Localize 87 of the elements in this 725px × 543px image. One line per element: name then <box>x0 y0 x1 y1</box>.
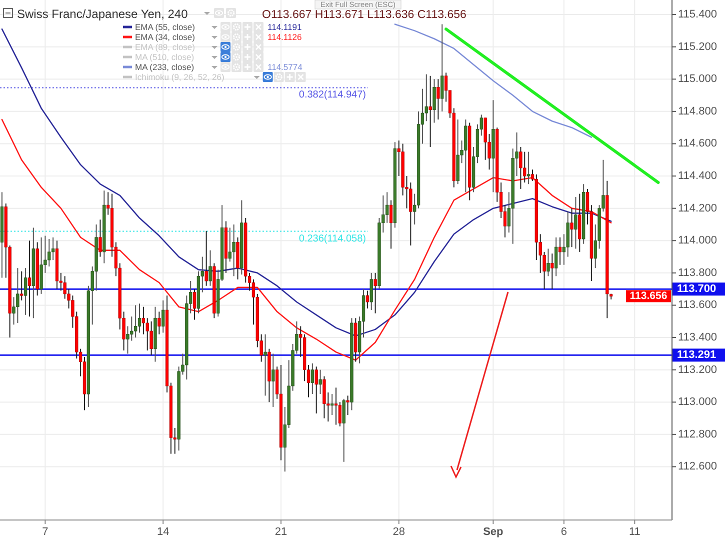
candlestick <box>389 200 393 250</box>
line-series <box>394 24 592 138</box>
y-tick-label: 115.000 <box>678 73 717 86</box>
y-tick-label: 115.200 <box>678 40 717 53</box>
annotation: 114.5774 <box>268 62 303 72</box>
text: O113.667 H113.671 L113.636 C113.656 <box>262 9 466 21</box>
candlestick <box>158 311 161 335</box>
candlestick <box>374 272 377 314</box>
x-tick-label: 11 <box>628 526 640 538</box>
candlestick <box>366 290 370 309</box>
y-tick-label: 115.400 <box>678 8 717 21</box>
y-tick-label: 113.200 <box>678 364 717 376</box>
y-tick-label: 112.800 <box>678 428 717 440</box>
candlestick <box>98 219 102 258</box>
candlestick <box>51 236 55 260</box>
legend-label: MA (510, close) <box>135 52 194 62</box>
y-tick-label: 112.600 <box>678 460 717 473</box>
annotation: 114.1126 <box>268 32 302 42</box>
ref-line-label: 0.236(114.058) <box>298 233 366 244</box>
annotation: 114.1191 <box>268 22 302 32</box>
candlestick <box>228 227 232 262</box>
ref-line-label: 113.700 <box>677 283 716 296</box>
candlestick <box>554 236 558 277</box>
text: Swiss Franc/Japanese Yen, 240 <box>17 7 188 21</box>
legend-label: EMA (89, close) <box>135 42 196 52</box>
y-tick-label: 114.200 <box>678 202 717 214</box>
candlestick <box>558 236 562 266</box>
candlestick <box>519 146 522 190</box>
candlestick <box>192 288 196 320</box>
candlestick <box>570 208 574 248</box>
candlestick <box>204 230 208 286</box>
candlestick <box>523 151 526 183</box>
legend-label: MA (233, close) <box>135 62 194 72</box>
candlestick <box>16 268 20 324</box>
y-tick-label: 114.800 <box>678 105 717 118</box>
legend-label: EMA (34, close) <box>135 32 196 42</box>
candlestick <box>526 151 530 185</box>
candlestick <box>334 387 338 426</box>
x-tick-label: 14 <box>156 526 170 538</box>
candlestick <box>20 270 24 301</box>
y-tick-label: 113.400 <box>678 332 717 344</box>
x-tick-label: 7 <box>42 526 48 538</box>
annotation: 113.656 <box>630 290 668 302</box>
candlestick <box>314 366 318 414</box>
candlestick <box>409 182 412 246</box>
ref-line-label: 0.382(114.947) <box>298 90 366 101</box>
candlestick <box>310 362 314 395</box>
candlestick <box>428 75 432 148</box>
candlestick <box>162 300 165 334</box>
candlestick <box>232 224 236 277</box>
ref-line-label: 113.291 <box>677 349 716 362</box>
candlestick <box>142 306 146 335</box>
y-tick-label: 114.600 <box>678 138 717 150</box>
candlestick <box>546 248 550 277</box>
y-tick-label: 114.000 <box>678 234 717 247</box>
y-tick-label: 113.000 <box>678 396 717 408</box>
line-series <box>1 118 612 361</box>
y-tick-label: 113.800 <box>678 266 717 279</box>
candlestick <box>264 334 267 396</box>
x-tick-label: 21 <box>274 526 288 538</box>
candlestick <box>346 395 350 416</box>
candlestick <box>24 268 28 316</box>
legend-label: EMA (55, close) <box>135 22 196 32</box>
candlestick <box>386 192 389 224</box>
candlestick <box>48 238 51 267</box>
candlestick <box>436 78 440 120</box>
candlestick <box>574 196 578 250</box>
x-tick-label: Sep <box>483 526 504 538</box>
x-tick-label: 6 <box>560 526 567 538</box>
y-tick-label: 113.600 <box>678 299 717 312</box>
candlestick <box>208 250 212 286</box>
candlestick <box>318 369 322 395</box>
candlestick <box>138 303 142 334</box>
y-tick-label: 114.400 <box>678 170 717 182</box>
candlestick <box>63 276 66 300</box>
legend-label: Ichimoku (9, 26, 52, 26) <box>135 72 224 82</box>
candlestick <box>330 394 334 416</box>
candlestick <box>370 272 373 311</box>
candlestick <box>550 253 554 290</box>
candlestick <box>440 24 444 112</box>
candlestick <box>342 398 346 462</box>
candlestick <box>432 78 436 124</box>
candlestick <box>134 304 138 338</box>
candlestick <box>28 240 32 318</box>
candlestick <box>150 320 153 356</box>
candlestick <box>272 353 275 408</box>
x-tick-label: 28 <box>392 526 405 538</box>
